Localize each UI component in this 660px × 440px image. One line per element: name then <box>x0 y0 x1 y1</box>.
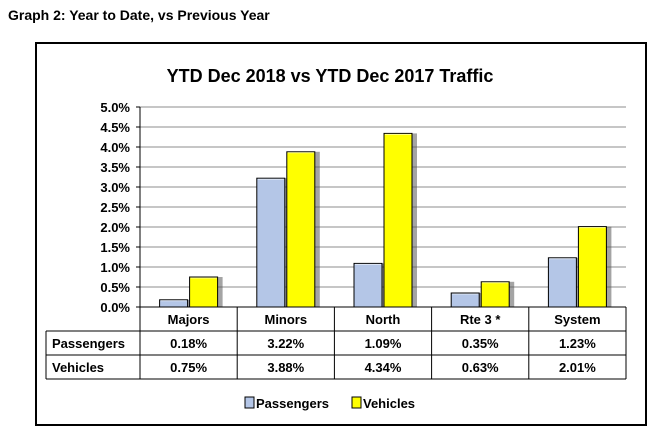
data-label: 2.01% <box>559 360 596 375</box>
bar <box>286 151 316 308</box>
bar-passengers-4 <box>547 257 582 308</box>
bar-vehicles-2 <box>383 132 417 308</box>
data-label: 3.88% <box>267 360 304 375</box>
data-label: 0.63% <box>462 360 499 375</box>
data-label: 1.09% <box>365 336 402 351</box>
chart-legend: Passengers Vehicles <box>244 396 415 411</box>
bar-passengers-2 <box>353 262 387 308</box>
y-tick-label: 0.0% <box>100 300 130 315</box>
table-row-label: Passengers <box>52 336 125 351</box>
bar <box>189 276 219 308</box>
bar-vehicles-1 <box>286 151 320 308</box>
y-tick-label: 1.0% <box>100 260 130 275</box>
data-label: 0.35% <box>462 336 499 351</box>
chart-bars <box>159 132 612 308</box>
bar-vehicles-0 <box>189 276 223 308</box>
x-tick-label: Minors <box>264 312 307 327</box>
x-tick-label: North <box>366 312 401 327</box>
bar <box>480 281 510 308</box>
data-label: 1.23% <box>559 336 596 351</box>
data-label: 0.18% <box>170 336 207 351</box>
y-tick-label: 2.0% <box>100 220 130 235</box>
table-row-label: Vehicles <box>52 360 104 375</box>
x-tick-label: Rte 3 * <box>460 312 501 327</box>
bar <box>256 177 286 308</box>
bar <box>577 226 607 308</box>
legend-swatch <box>244 396 255 409</box>
y-tick-label: 1.5% <box>100 240 130 255</box>
bar-vehicles-4 <box>577 226 612 308</box>
data-table: Majors Minors North Rte 3 * System Passengers… <box>45 306 627 380</box>
y-tick-label: 5.0% <box>100 100 130 115</box>
y-tick-label: 3.5% <box>100 160 130 175</box>
y-tick-label: 3.0% <box>100 180 130 195</box>
x-tick-label: Majors <box>168 312 210 327</box>
page-heading: Graph 2: Year to Date, vs Previous Year <box>8 7 270 23</box>
legend-label: Passengers <box>256 396 329 411</box>
bar-passengers-1 <box>256 177 290 308</box>
chart-gridlines <box>140 106 626 288</box>
bar-passengers-0 <box>159 299 193 308</box>
x-tick-label: System <box>554 312 600 327</box>
bar <box>450 292 480 308</box>
y-tick-label: 4.0% <box>100 140 130 155</box>
legend-swatch <box>351 396 362 409</box>
bar <box>383 132 413 308</box>
chart-title: YTD Dec 2018 vs YTD Dec 2017 Traffic <box>167 66 494 86</box>
y-tick-label: 4.5% <box>100 120 130 135</box>
chart-frame <box>35 42 647 426</box>
bar-vehicles-3 <box>480 281 515 308</box>
legend-label: Vehicles <box>363 396 415 411</box>
y-axis: 0.0% 0.5% 1.0% 1.5% 2.0% 2.5% 3.0% 3.5% 4.0% 4.5%… <box>100 100 141 315</box>
bar <box>353 262 383 308</box>
data-label: 3.22% <box>267 336 304 351</box>
data-label: 0.75% <box>170 360 207 375</box>
bar <box>547 257 577 308</box>
bar-passengers-3 <box>450 292 485 308</box>
y-tick-label: 0.5% <box>100 280 130 295</box>
y-tick-label: 2.5% <box>100 200 130 215</box>
data-label: 4.34% <box>365 360 402 375</box>
